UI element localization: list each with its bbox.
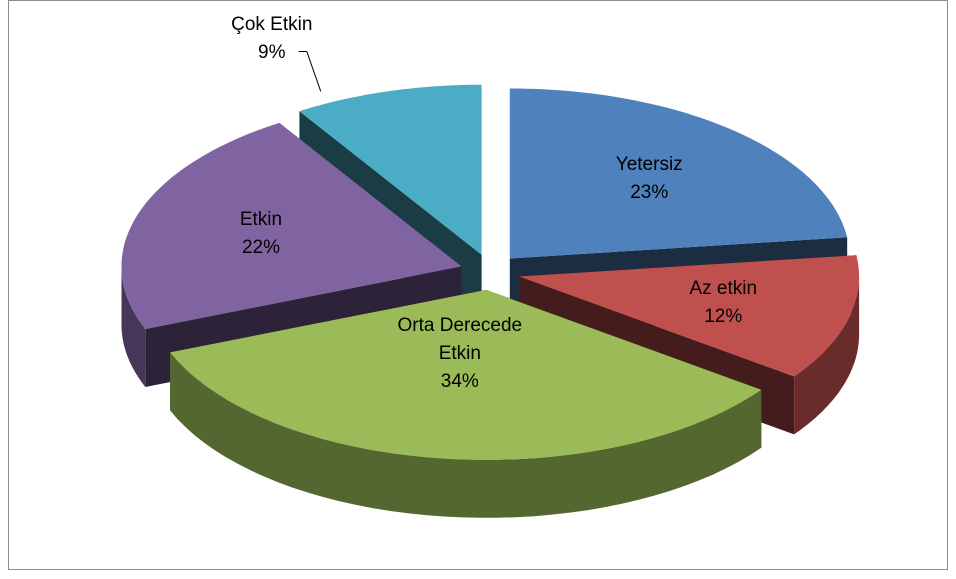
slice-wall — [794, 276, 860, 435]
slice-top — [509, 88, 848, 259]
data-label: Orta Derecede Etkin 34% — [385, 312, 535, 396]
slice-top — [519, 255, 860, 377]
data-label: Etkin 22% — [186, 206, 336, 262]
label-value: 23% — [630, 182, 669, 204]
leader-line — [298, 50, 322, 92]
label-name: Orta Derecede Etkin — [397, 315, 523, 365]
slice-top — [121, 122, 462, 330]
label-value: 22% — [241, 236, 280, 258]
slice-top — [170, 289, 762, 460]
label-value: 9% — [258, 42, 286, 64]
slice-wall — [121, 266, 146, 387]
data-label: Az etkin 12% — [648, 275, 798, 331]
chart-frame — [8, 0, 948, 570]
label-value: 12% — [704, 305, 743, 327]
data-label: Çok Etkin 9% — [197, 11, 347, 67]
data-label: Yetersiz 23% — [574, 151, 724, 207]
slice-top — [299, 84, 482, 255]
label-name: Çok Etkin — [231, 14, 313, 36]
slice-wall — [170, 352, 762, 518]
pie-slice — [170, 289, 762, 518]
label-name: Az etkin — [689, 277, 758, 299]
label-name: Yetersiz — [615, 154, 683, 176]
label-value: 34% — [440, 371, 479, 393]
label-name: Etkin — [239, 208, 283, 230]
